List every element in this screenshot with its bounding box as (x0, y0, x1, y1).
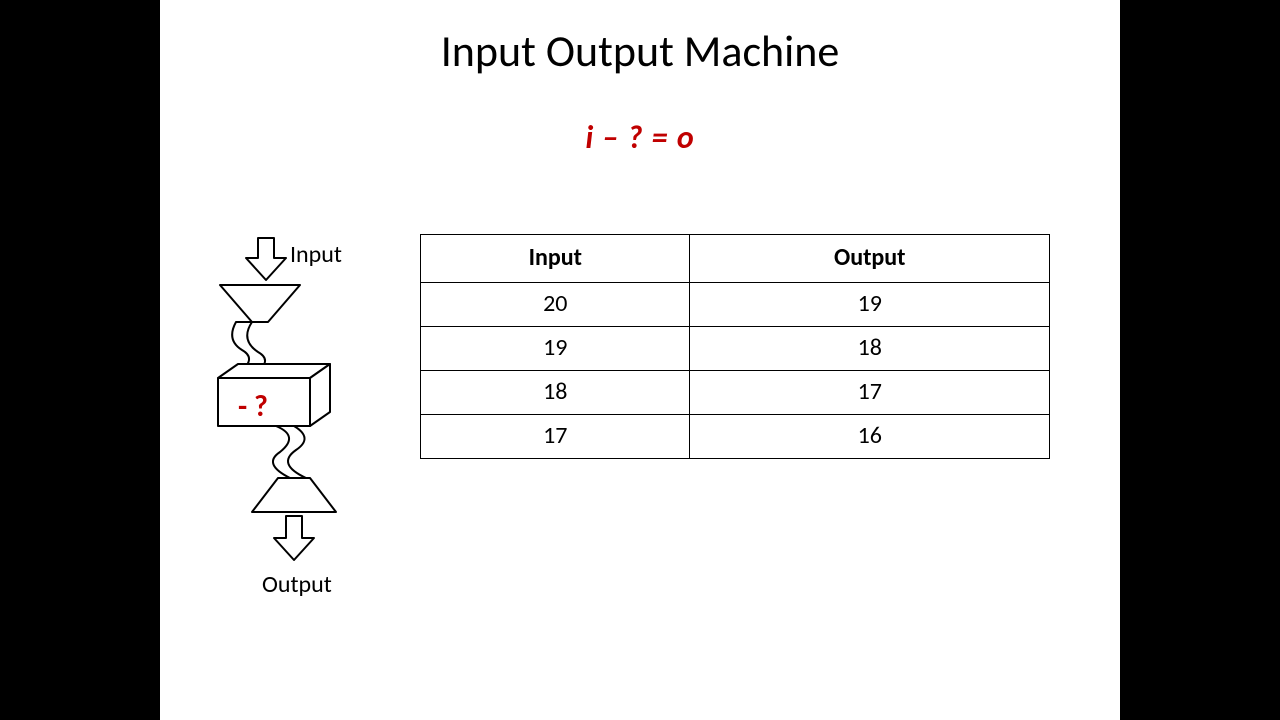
table-header-row: Input Output (421, 235, 1050, 283)
table-cell: 18 (690, 327, 1050, 371)
slide: Input Output Machine i – ? = o (160, 0, 1120, 720)
table-header-input: Input (421, 235, 690, 283)
equation-text: i – ? = o (160, 118, 1120, 157)
table-row: 18 17 (421, 371, 1050, 415)
page-title: Input Output Machine (160, 24, 1120, 78)
table-cell: 16 (690, 415, 1050, 459)
table-row: 20 19 (421, 283, 1050, 327)
machine-operation-text: - ? (238, 388, 268, 425)
table-header-output: Output (690, 235, 1050, 283)
machine-input-label: Input (290, 240, 342, 269)
machine-output-label: Output (262, 570, 332, 599)
io-table: Input Output 20 19 19 18 18 17 17 (420, 234, 1050, 459)
table-row: 17 16 (421, 415, 1050, 459)
table-cell: 19 (421, 327, 690, 371)
table-cell: 17 (421, 415, 690, 459)
machine-diagram: Input - ? Output (180, 230, 390, 610)
io-table-wrap: Input Output 20 19 19 18 18 17 17 (420, 234, 1050, 459)
table-cell: 17 (690, 371, 1050, 415)
table-cell: 20 (421, 283, 690, 327)
table-row: 19 18 (421, 327, 1050, 371)
machine-svg (180, 230, 390, 610)
table-cell: 19 (690, 283, 1050, 327)
table-cell: 18 (421, 371, 690, 415)
